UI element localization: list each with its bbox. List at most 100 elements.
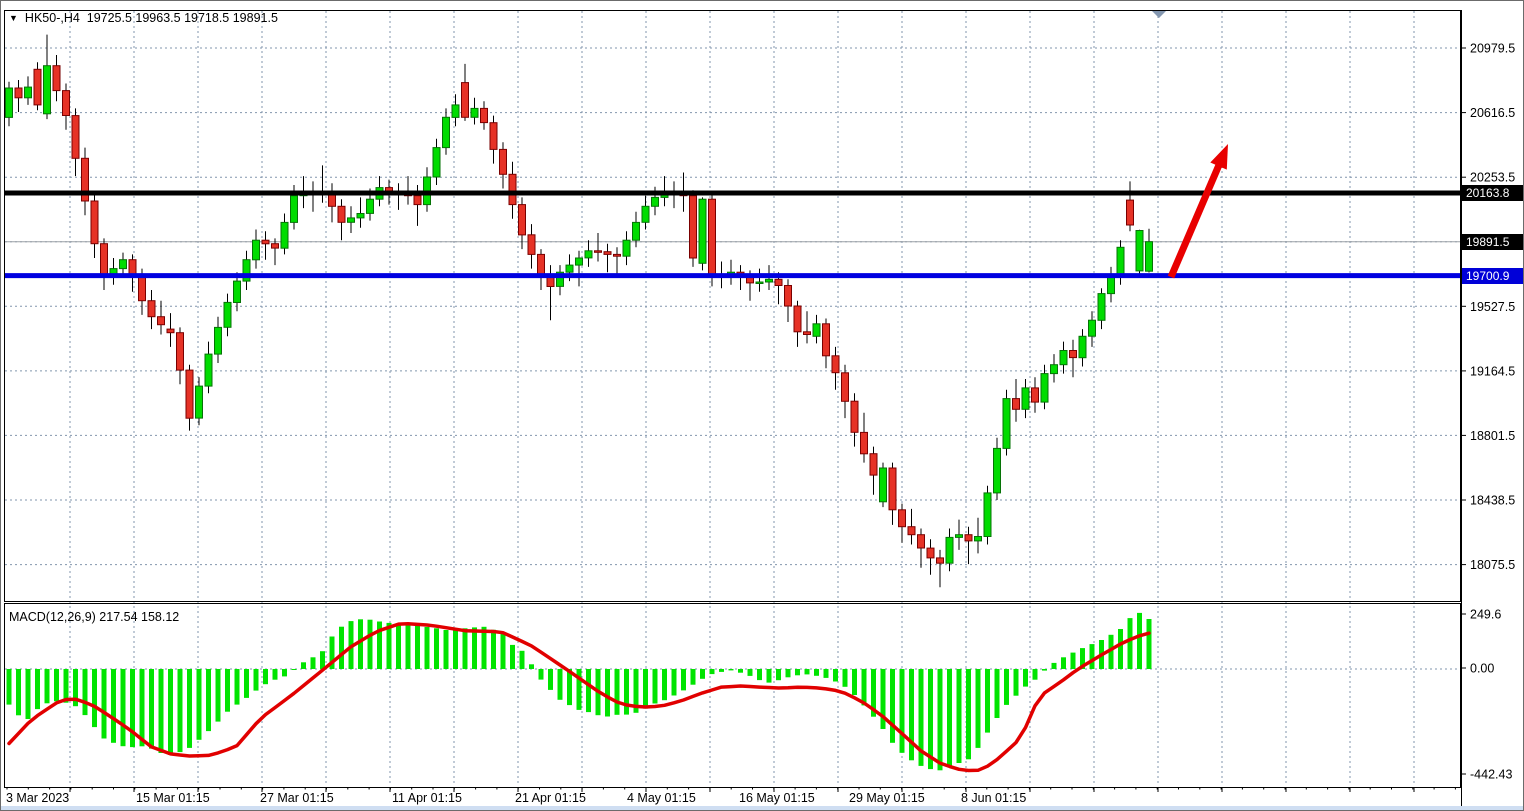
symbol-dropdown-icon[interactable]: ▼ bbox=[9, 13, 18, 23]
bull-candle-body bbox=[204, 353, 213, 387]
macd-histogram-bar bbox=[301, 662, 306, 669]
bull-candle-body bbox=[622, 239, 631, 257]
bull-candle-body bbox=[290, 195, 298, 223]
macd-histogram-bar bbox=[206, 669, 211, 732]
bear-candle-body bbox=[147, 300, 156, 318]
bull-candle-body bbox=[366, 198, 374, 214]
bear-candle-body bbox=[62, 90, 70, 116]
macd-pane-border bbox=[4, 603, 1461, 788]
macd-histogram-bar bbox=[947, 669, 952, 768]
macd-histogram-bar bbox=[320, 651, 325, 669]
bull-candle-body bbox=[584, 250, 593, 259]
macd-axis-label: 249.6 bbox=[1470, 608, 1501, 622]
macd-histogram-bar bbox=[63, 669, 69, 703]
macd-histogram-bar bbox=[1023, 669, 1028, 687]
time-axis-label: 29 May 01:15 bbox=[849, 791, 925, 805]
bull-candle-body bbox=[1050, 364, 1058, 375]
macd-histogram-bar bbox=[35, 669, 40, 710]
macd-histogram-bar bbox=[16, 669, 21, 716]
bear-candle-body bbox=[869, 453, 878, 476]
resistance-price-badge: 20163.8 bbox=[1462, 185, 1523, 201]
bull-candle-body bbox=[119, 259, 127, 270]
bull-candle-body bbox=[1078, 335, 1087, 359]
bull-candle-body bbox=[632, 221, 640, 241]
bear-candle-body bbox=[176, 332, 184, 371]
bull-candle-body bbox=[974, 536, 982, 542]
time-axis-label: 21 Apr 01:15 bbox=[515, 791, 586, 805]
macd-histogram-bar bbox=[529, 664, 534, 669]
macd-histogram-bar bbox=[92, 669, 97, 728]
bear-candle-body bbox=[1012, 398, 1020, 410]
bull-candle-body bbox=[233, 280, 241, 304]
price-axis-label: 18438.5 bbox=[1470, 494, 1515, 508]
bear-candle-body bbox=[499, 148, 507, 175]
bull-candle-body bbox=[347, 217, 355, 223]
macd-histogram-bar bbox=[472, 627, 477, 669]
macd-histogram-bar bbox=[966, 669, 971, 760]
candlestick-series bbox=[5, 34, 1153, 588]
bear-candle-body bbox=[774, 278, 783, 286]
macd-histogram-bar bbox=[985, 669, 990, 733]
bear-candle-body bbox=[926, 547, 935, 559]
price-axis-label: 20979.5 bbox=[1470, 42, 1515, 56]
macd-signal-line bbox=[7, 621, 1151, 773]
bear-candle-body bbox=[803, 331, 811, 335]
bull-candle-body bbox=[879, 467, 887, 503]
macd-histogram-bar bbox=[652, 669, 658, 704]
time-axis-label: 15 Mar 01:15 bbox=[136, 791, 210, 805]
macd-histogram-bar bbox=[139, 669, 145, 747]
macd-histogram-bar bbox=[909, 669, 914, 761]
bull-candle-body bbox=[1116, 246, 1125, 277]
macd-histogram-bar bbox=[158, 669, 164, 753]
macd-histogram-bar bbox=[567, 669, 572, 706]
trend-arrow-shaft[interactable] bbox=[1167, 159, 1225, 279]
macd-histogram-bar bbox=[1042, 669, 1047, 671]
bear-candle-body bbox=[157, 316, 165, 326]
trend-arrow-head[interactable] bbox=[1210, 144, 1228, 170]
macd-histogram-bar bbox=[263, 669, 268, 685]
macd-histogram-bar bbox=[548, 669, 553, 690]
macd-histogram-bar bbox=[709, 669, 715, 675]
bear-candle-body bbox=[185, 369, 194, 419]
macd-histogram-bar bbox=[130, 669, 135, 748]
bear-candle-body bbox=[508, 173, 517, 206]
macd-histogram-bar bbox=[728, 669, 734, 671]
price-axis-label: 19527.5 bbox=[1470, 300, 1515, 314]
bull-candle-body bbox=[556, 271, 564, 287]
macd-histogram-bar bbox=[424, 626, 430, 669]
macd-histogram-bar bbox=[928, 669, 933, 770]
macd-histogram-bar bbox=[510, 644, 515, 669]
macd-axis-label: -442.43 bbox=[1470, 768, 1512, 782]
bear-candle-body bbox=[90, 200, 99, 245]
macd-histogram-bar bbox=[415, 625, 420, 669]
time-axis-label: 11 Apr 01:15 bbox=[392, 791, 462, 805]
macd-histogram-bar bbox=[1070, 652, 1076, 669]
price-axis-label: 19164.5 bbox=[1470, 364, 1515, 378]
macd-histogram-bar bbox=[586, 669, 591, 713]
bull-candle-body bbox=[565, 264, 574, 273]
bull-candle-body bbox=[1097, 293, 1106, 321]
bear-candle-body bbox=[14, 87, 23, 99]
macd-histogram-bar bbox=[804, 669, 810, 675]
bull-candle-body bbox=[575, 257, 583, 266]
chart-title: ▼ HK50-,H4 19725.5 19963.5 19718.5 19891… bbox=[9, 10, 278, 26]
bear-candle-body bbox=[261, 239, 270, 245]
macd-histogram-bar bbox=[576, 669, 582, 710]
macd-histogram-bar bbox=[880, 669, 886, 729]
time-axis-label: 3 Mar 2023 bbox=[6, 791, 69, 805]
macd-histogram-bar bbox=[662, 669, 667, 701]
bull-candle-body bbox=[1135, 230, 1144, 272]
price-axis-label: 20253.5 bbox=[1470, 171, 1515, 185]
macd-histogram-bar bbox=[605, 669, 610, 717]
macd-histogram-bar bbox=[747, 669, 753, 676]
bear-candle-body bbox=[52, 65, 61, 92]
macd-histogram-bar bbox=[177, 669, 183, 753]
bear-candle-body bbox=[936, 557, 944, 564]
time-axis-label: 16 May 01:15 bbox=[739, 791, 815, 805]
macd-histogram-bar bbox=[291, 669, 297, 670]
bull-candle-body bbox=[356, 213, 365, 219]
bear-candle-body bbox=[489, 122, 498, 150]
macd-histogram-bar bbox=[719, 669, 724, 672]
